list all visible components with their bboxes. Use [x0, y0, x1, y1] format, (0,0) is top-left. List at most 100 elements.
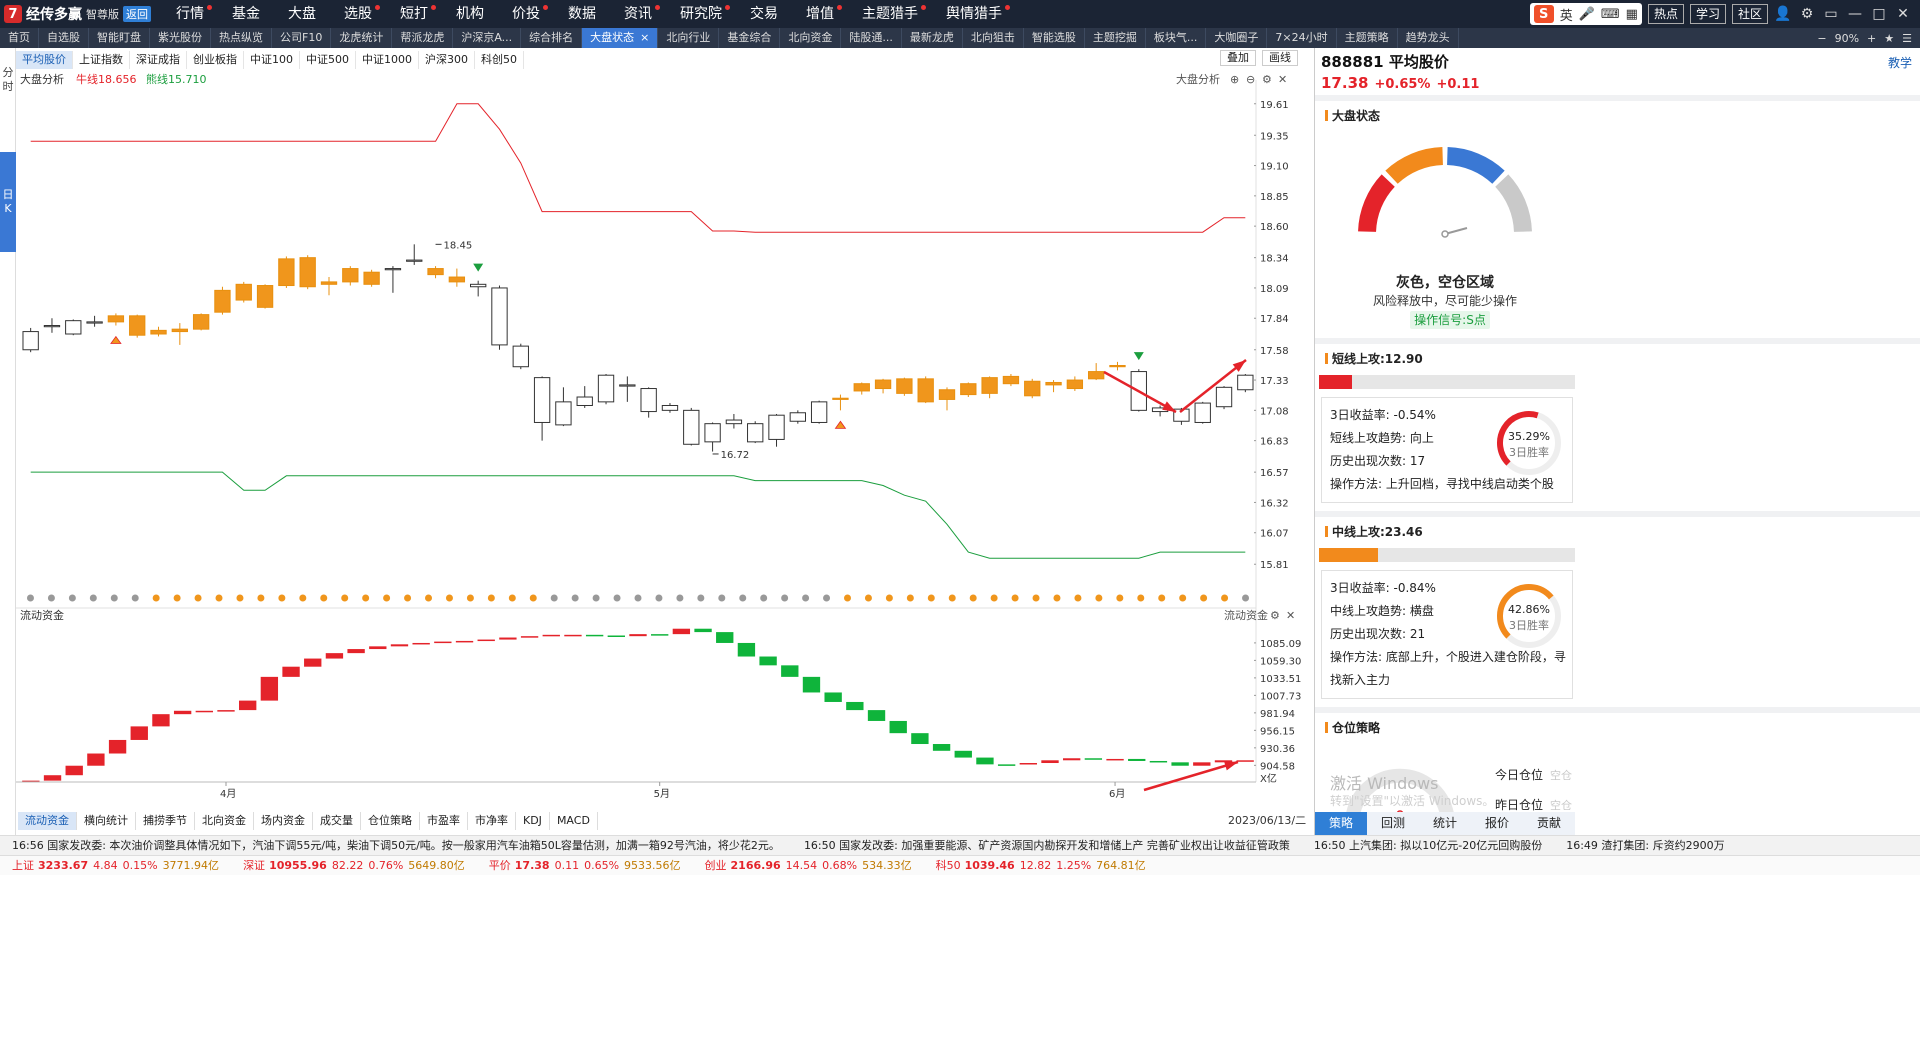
- restore-icon[interactable]: ▭: [1824, 6, 1838, 22]
- index-tab-1[interactable]: 上证指数: [73, 51, 130, 69]
- menu-item-8[interactable]: 资讯: [610, 0, 666, 28]
- top-pill-2[interactable]: 社区: [1731, 4, 1768, 24]
- menu-item-1[interactable]: 基金: [218, 0, 274, 28]
- zoom-out-icon[interactable]: −: [1817, 31, 1827, 45]
- ime-grid-icon[interactable]: ▦: [1625, 6, 1638, 22]
- strategy-tab-2[interactable]: 统计: [1432, 816, 1457, 830]
- index-tab-4[interactable]: 中证100: [244, 51, 300, 69]
- tab-23[interactable]: 趋势龙头: [1398, 28, 1459, 48]
- period-intraday[interactable]: 分时: [2, 66, 14, 93]
- zoom-in-icon[interactable]: +: [1867, 31, 1877, 45]
- indicator-tab-7[interactable]: 市盈率: [420, 812, 468, 830]
- tab-9[interactable]: 综合排名: [521, 28, 583, 48]
- news-item[interactable]: 16:49 渣打集团: 斥资约2900万: [1566, 839, 1725, 852]
- index-summary-2[interactable]: 平价 17.38 0.11 0.65% 9533.56亿: [477, 856, 693, 875]
- tab-16[interactable]: 北向狙击: [963, 28, 1024, 48]
- tab-3[interactable]: 紫光股份: [150, 28, 211, 48]
- indicator-tab-6[interactable]: 仓位策略: [361, 812, 420, 830]
- news-item[interactable]: 16:50 上汽集团: 拟以10亿元-20亿元回购股份: [1313, 839, 1543, 852]
- tab-2[interactable]: 智能盯盘: [89, 28, 150, 48]
- tab-close-icon[interactable]: ×: [640, 31, 650, 44]
- menu-item-9[interactable]: 研究院: [666, 0, 736, 28]
- tab-13[interactable]: 北向资金: [780, 28, 842, 48]
- indicator-tab-9[interactable]: KDJ: [516, 812, 550, 830]
- app-logo[interactable]: 7 经传多赢 智尊版 返回: [4, 4, 151, 24]
- tab-10[interactable]: 大盘状态 ×: [582, 28, 659, 48]
- indicator-tab-10[interactable]: MACD: [550, 812, 598, 830]
- menu-item-4[interactable]: 短打: [386, 0, 442, 28]
- star-icon[interactable]: ★: [1884, 31, 1895, 45]
- index-summary-3[interactable]: 创业 2166.96 14.54 0.68% 534.33亿: [693, 856, 924, 875]
- menu-item-10[interactable]: 交易: [736, 0, 792, 28]
- chart-tool-1[interactable]: 画线: [1262, 50, 1298, 66]
- strategy-tab-4[interactable]: 贡献: [1536, 816, 1561, 830]
- ime-mic-icon[interactable]: 🎤: [1578, 6, 1595, 22]
- index-tab-6[interactable]: 中证1000: [356, 51, 419, 69]
- top-pill-1[interactable]: 学习: [1689, 4, 1726, 24]
- tab-20[interactable]: 大咖圈子: [1206, 28, 1268, 48]
- tab-18[interactable]: 主题挖掘: [1085, 28, 1146, 48]
- menu-item-13[interactable]: 舆情猎手: [932, 0, 1016, 28]
- menu-item-12[interactable]: 主题猎手: [848, 0, 932, 28]
- news-item[interactable]: 16:50 国家发改委: 加强重要能源、矿产资源国内勘探开发和增储上产 完善矿业…: [803, 839, 1290, 852]
- tab-0[interactable]: 首页: [0, 28, 39, 48]
- index-summary-1[interactable]: 深证 10955.96 82.22 0.76% 5649.80亿: [231, 856, 477, 875]
- tab-8[interactable]: 沪深京A...: [453, 28, 522, 48]
- chart-area[interactable]: 大盘分析 牛线 18.656 熊线 15.710 大盘分析 ⊕ ⊖ ⚙ ✕ 19.61 19.35 19…: [16, 70, 1308, 810]
- indicator-tab-5[interactable]: 成交量: [313, 812, 361, 830]
- tab-15[interactable]: 最新龙虎: [902, 28, 963, 48]
- tab-12[interactable]: 基金综合: [719, 28, 781, 48]
- market-chart[interactable]: 大盘分析 牛线 18.656 熊线 15.710 大盘分析 ⊕ ⊖ ⚙ ✕19.6119.3519…: [16, 70, 1308, 810]
- index-tab-5[interactable]: 中证500: [300, 51, 356, 69]
- indicator-tab-8[interactable]: 市净率: [468, 812, 516, 830]
- tab-14[interactable]: 陆股通...: [841, 28, 902, 48]
- minimize-icon[interactable]: —: [1848, 6, 1862, 22]
- indicator-tab-0[interactable]: 流动资金: [18, 812, 77, 830]
- menu-item-5[interactable]: 机构: [442, 0, 498, 28]
- menu-icon[interactable]: ☰: [1902, 31, 1912, 45]
- tab-7[interactable]: 帮派龙虎: [392, 28, 454, 48]
- tab-1[interactable]: 自选股: [39, 28, 89, 48]
- user-icon[interactable]: 👤: [1774, 6, 1792, 22]
- news-item[interactable]: 16:56 国家发改委: 本次油价调整具体情况如下，汽油下调55元/吨，柴油下调…: [12, 839, 780, 852]
- strategy-tab-0[interactable]: 策略: [1315, 812, 1367, 835]
- indicator-tab-3[interactable]: 北向资金: [195, 812, 254, 830]
- indicator-tab-2[interactable]: 捕捞季节: [136, 812, 195, 830]
- index-summary-4[interactable]: 科50 1039.46 12.82 1.25% 764.81亿: [924, 856, 1158, 875]
- tab-21[interactable]: 7×24小时: [1267, 28, 1337, 48]
- close-icon[interactable]: ✕: [1897, 6, 1909, 22]
- menu-item-3[interactable]: 选股: [330, 0, 386, 28]
- tab-11[interactable]: 北向行业: [658, 28, 720, 48]
- indicator-tab-4[interactable]: 场内资金: [254, 812, 313, 830]
- gear-icon[interactable]: ⚙: [1800, 6, 1814, 22]
- menu-item-6[interactable]: 价投: [498, 0, 554, 28]
- top-pill-0[interactable]: 热点: [1647, 4, 1684, 24]
- index-tab-3[interactable]: 创业板指: [187, 51, 244, 69]
- tab-4[interactable]: 热点纵览: [211, 28, 272, 48]
- ime-lang[interactable]: 英: [1559, 8, 1573, 24]
- index-tab-8[interactable]: 科创50: [475, 51, 524, 69]
- edition-tag[interactable]: 返回: [123, 6, 151, 22]
- indicator-tab-1[interactable]: 横向统计: [77, 812, 136, 830]
- tab-22[interactable]: 主题策略: [1337, 28, 1398, 48]
- index-tab-2[interactable]: 深证成指: [130, 51, 187, 69]
- ime-toolbar[interactable]: S 英 🎤 ⌨ ▦: [1529, 3, 1642, 25]
- menu-item-2[interactable]: 大盘: [274, 0, 330, 28]
- chart-tool-0[interactable]: 叠加: [1220, 50, 1256, 66]
- index-tab-0[interactable]: 平均股价: [16, 51, 73, 69]
- index-summary-0[interactable]: 上证 3233.67 4.84 0.15% 3771.94亿: [0, 856, 231, 875]
- period-daily-k[interactable]: 日K: [0, 152, 16, 252]
- strategy-tab-1[interactable]: 回测: [1380, 816, 1405, 830]
- menu-item-0[interactable]: 行情: [162, 0, 218, 28]
- ime-keyboard-icon[interactable]: ⌨: [1600, 6, 1620, 22]
- tab-5[interactable]: 公司F10: [272, 28, 332, 48]
- tab-19[interactable]: 板块气...: [1146, 28, 1207, 48]
- menu-item-7[interactable]: 数据: [554, 0, 610, 28]
- maximize-icon[interactable]: □: [1872, 6, 1886, 22]
- menu-item-11[interactable]: 增值: [792, 0, 848, 28]
- teach-link[interactable]: 教学: [1887, 56, 1912, 70]
- tab-17[interactable]: 智能选股: [1024, 28, 1085, 48]
- tab-6[interactable]: 龙虎统计: [331, 28, 393, 48]
- index-tab-7[interactable]: 沪深300: [419, 51, 475, 69]
- strategy-tab-3[interactable]: 报价: [1484, 816, 1509, 830]
